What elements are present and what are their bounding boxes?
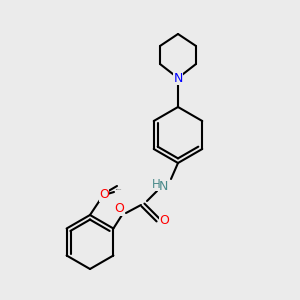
Text: O: O (159, 214, 169, 226)
Text: methoxy: methoxy (116, 189, 122, 190)
Text: H: H (152, 178, 160, 190)
Text: O: O (99, 188, 109, 202)
Text: N: N (158, 181, 168, 194)
Text: O: O (114, 202, 124, 215)
Text: N: N (173, 71, 183, 85)
